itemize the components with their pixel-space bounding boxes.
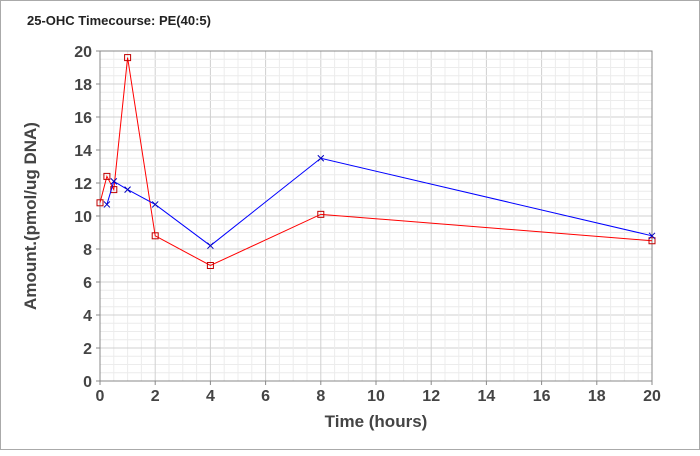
chart-title: 25-OHC Timecourse: PE(40:5) xyxy=(27,13,211,28)
data-point-square xyxy=(124,54,132,62)
x-tick-label: 12 xyxy=(422,388,440,405)
data-point-x xyxy=(648,232,656,240)
x-tick-label: 14 xyxy=(478,388,496,405)
data-point-square xyxy=(317,210,325,218)
series-line-red-square xyxy=(99,57,653,267)
x-tick-label: 0 xyxy=(96,388,105,405)
y-axis-label: Amount.(pmol/ug DNA) xyxy=(21,122,40,310)
x-tick-label: 2 xyxy=(151,388,160,405)
y-tick-label: 20 xyxy=(74,44,92,61)
data-point-x xyxy=(317,154,325,162)
y-tick-label: 16 xyxy=(74,110,92,127)
y-tick-label: 6 xyxy=(83,275,92,292)
data-point-square xyxy=(648,237,656,245)
data-point-x xyxy=(124,186,131,193)
y-tick-label: 8 xyxy=(83,242,92,259)
y-tick-label: 4 xyxy=(83,308,92,325)
x-axis-label: Time (hours) xyxy=(325,412,428,431)
y-tick-label: 14 xyxy=(74,143,92,160)
x-tick-label: 8 xyxy=(316,388,325,405)
data-point-square xyxy=(206,262,214,269)
data-point-square xyxy=(110,186,118,194)
data-point-x xyxy=(110,177,118,185)
data-point-x xyxy=(151,201,159,208)
x-tick-label: 20 xyxy=(643,388,661,405)
y-tick-label: 12 xyxy=(74,176,92,193)
data-point-x xyxy=(103,201,111,208)
x-tick-label: 16 xyxy=(533,388,551,405)
y-tick-label: 0 xyxy=(83,374,92,391)
x-tick-label: 10 xyxy=(367,388,385,405)
y-tick-label: 18 xyxy=(74,77,92,94)
x-tick-label: 4 xyxy=(206,388,215,405)
data-point-x xyxy=(207,242,214,250)
y-tick-label: 2 xyxy=(83,341,92,358)
data-point-square xyxy=(103,172,111,180)
x-tick-label: 6 xyxy=(261,388,270,405)
data-point-square xyxy=(96,199,104,207)
data-point-square xyxy=(151,232,159,240)
x-tick-label: 18 xyxy=(588,388,606,405)
y-tick-label: 10 xyxy=(74,209,92,226)
